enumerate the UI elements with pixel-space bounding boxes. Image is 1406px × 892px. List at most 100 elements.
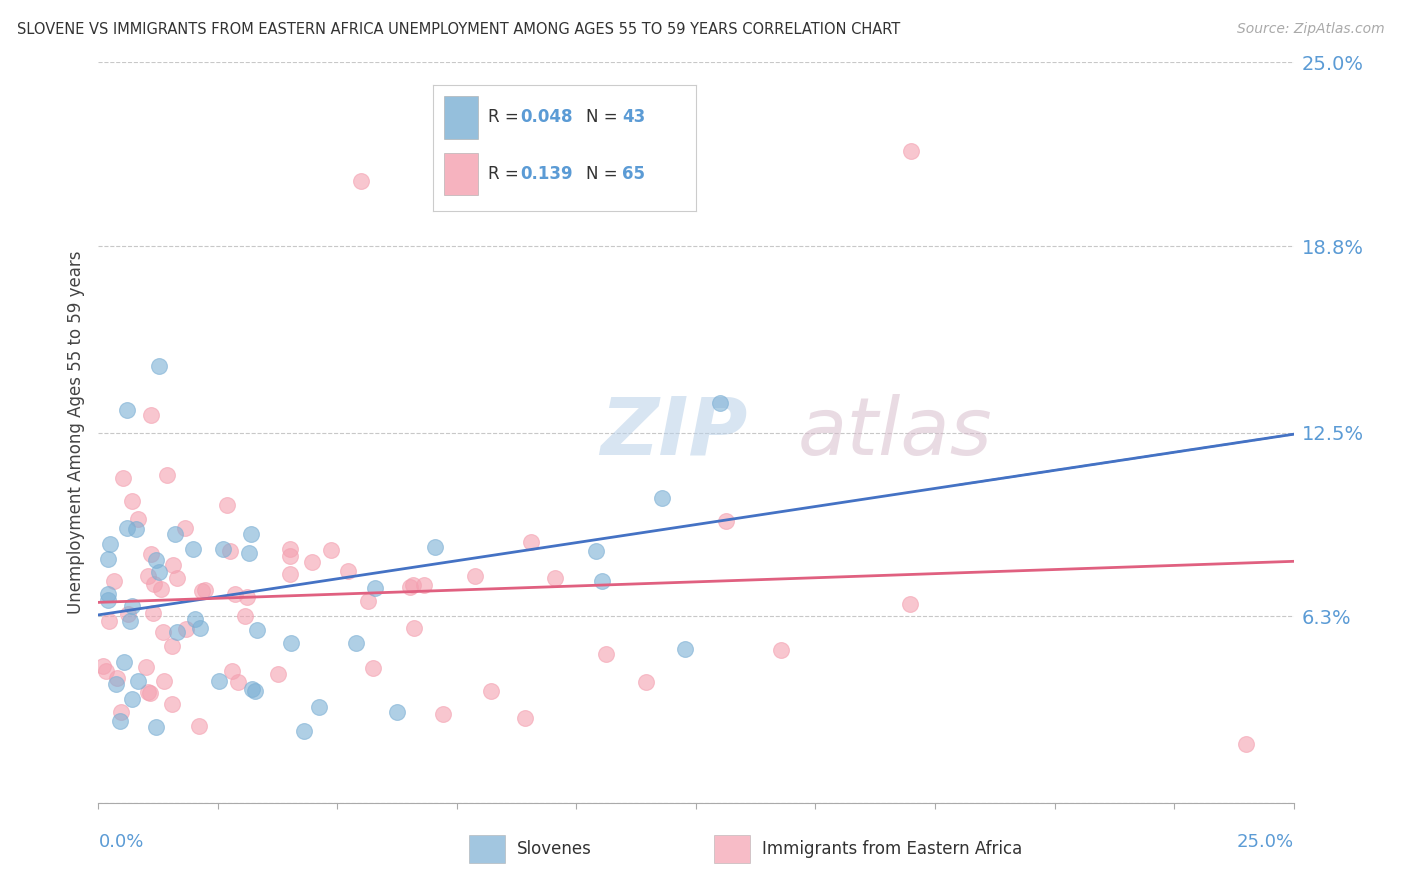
Point	[208, 674, 231, 689]
Point	[121, 692, 143, 706]
Point	[181, 541, 204, 556]
Point	[319, 542, 342, 557]
Text: atlas: atlas	[797, 393, 993, 472]
Point	[121, 494, 143, 508]
Point	[246, 623, 269, 637]
Point	[235, 590, 257, 604]
Point	[714, 514, 737, 528]
Point	[238, 545, 260, 559]
Text: ZIP: ZIP	[600, 393, 748, 472]
Point	[224, 587, 246, 601]
Point	[148, 566, 170, 580]
Point	[585, 544, 607, 558]
Point	[294, 723, 316, 738]
Point	[135, 659, 157, 673]
Point	[91, 659, 114, 673]
Point	[900, 145, 922, 159]
Point	[188, 719, 211, 733]
Point	[166, 571, 188, 585]
Point	[350, 174, 373, 188]
Point	[470, 174, 492, 188]
Point	[432, 706, 454, 721]
Point	[226, 675, 249, 690]
Point	[97, 552, 120, 566]
Point	[112, 655, 135, 669]
Point	[136, 569, 159, 583]
Point	[166, 625, 188, 640]
Point	[423, 540, 446, 554]
Point	[111, 471, 134, 485]
Text: Source: ZipAtlas.com: Source: ZipAtlas.com	[1237, 22, 1385, 37]
Point	[136, 685, 159, 699]
Point	[280, 636, 302, 650]
Point	[105, 671, 128, 685]
Point	[117, 607, 139, 621]
Point	[769, 643, 792, 657]
Point	[233, 608, 256, 623]
Point	[97, 615, 120, 629]
Point	[267, 667, 290, 681]
Point	[108, 714, 131, 728]
Point	[479, 684, 502, 698]
Point	[125, 522, 148, 536]
Point	[387, 705, 409, 719]
Text: SLOVENE VS IMMIGRANTS FROM EASTERN AFRICA UNEMPLOYMENT AMONG AGES 55 TO 59 YEARS: SLOVENE VS IMMIGRANTS FROM EASTERN AFRIC…	[17, 22, 900, 37]
Point	[121, 599, 143, 613]
Point	[142, 577, 165, 591]
Point	[243, 684, 266, 698]
Point	[127, 673, 149, 688]
Point	[94, 664, 117, 678]
Point	[513, 710, 536, 724]
Point	[301, 555, 323, 569]
Point	[163, 527, 186, 541]
Point	[651, 491, 673, 506]
Point	[188, 621, 211, 635]
Point	[898, 597, 921, 611]
Point	[344, 636, 367, 650]
Point	[149, 582, 172, 596]
Point	[595, 647, 617, 661]
Point	[97, 593, 120, 607]
Point	[162, 558, 184, 573]
Y-axis label: Unemployment Among Ages 55 to 59 years: Unemployment Among Ages 55 to 59 years	[66, 251, 84, 615]
Point	[190, 583, 212, 598]
Point	[152, 624, 174, 639]
Point	[413, 578, 436, 592]
Point	[361, 661, 384, 675]
Point	[156, 467, 179, 482]
Point	[404, 621, 426, 635]
Point	[110, 705, 132, 719]
Point	[219, 544, 242, 558]
Point	[127, 512, 149, 526]
Point	[141, 408, 163, 422]
Point	[308, 700, 330, 714]
Point	[104, 677, 127, 691]
Point	[115, 520, 138, 534]
Point	[280, 567, 302, 582]
Point	[184, 612, 207, 626]
Point	[544, 571, 567, 585]
Point	[402, 578, 425, 592]
Point	[673, 641, 696, 656]
Point	[364, 581, 387, 595]
Point	[278, 549, 301, 564]
Point	[464, 569, 486, 583]
Point	[139, 686, 162, 700]
Point	[634, 675, 657, 690]
Point	[240, 681, 263, 696]
Point	[240, 526, 263, 541]
Point	[194, 583, 217, 598]
Point	[1234, 737, 1257, 751]
Point	[173, 521, 195, 535]
Point	[148, 359, 170, 373]
Point	[221, 664, 243, 678]
Point	[215, 498, 238, 512]
Point	[97, 587, 120, 601]
Point	[162, 639, 184, 653]
Text: 0.0%: 0.0%	[98, 833, 143, 851]
Point	[278, 542, 301, 557]
Point	[115, 403, 138, 417]
Point	[98, 537, 121, 551]
Point	[174, 622, 197, 636]
Point	[103, 574, 125, 588]
